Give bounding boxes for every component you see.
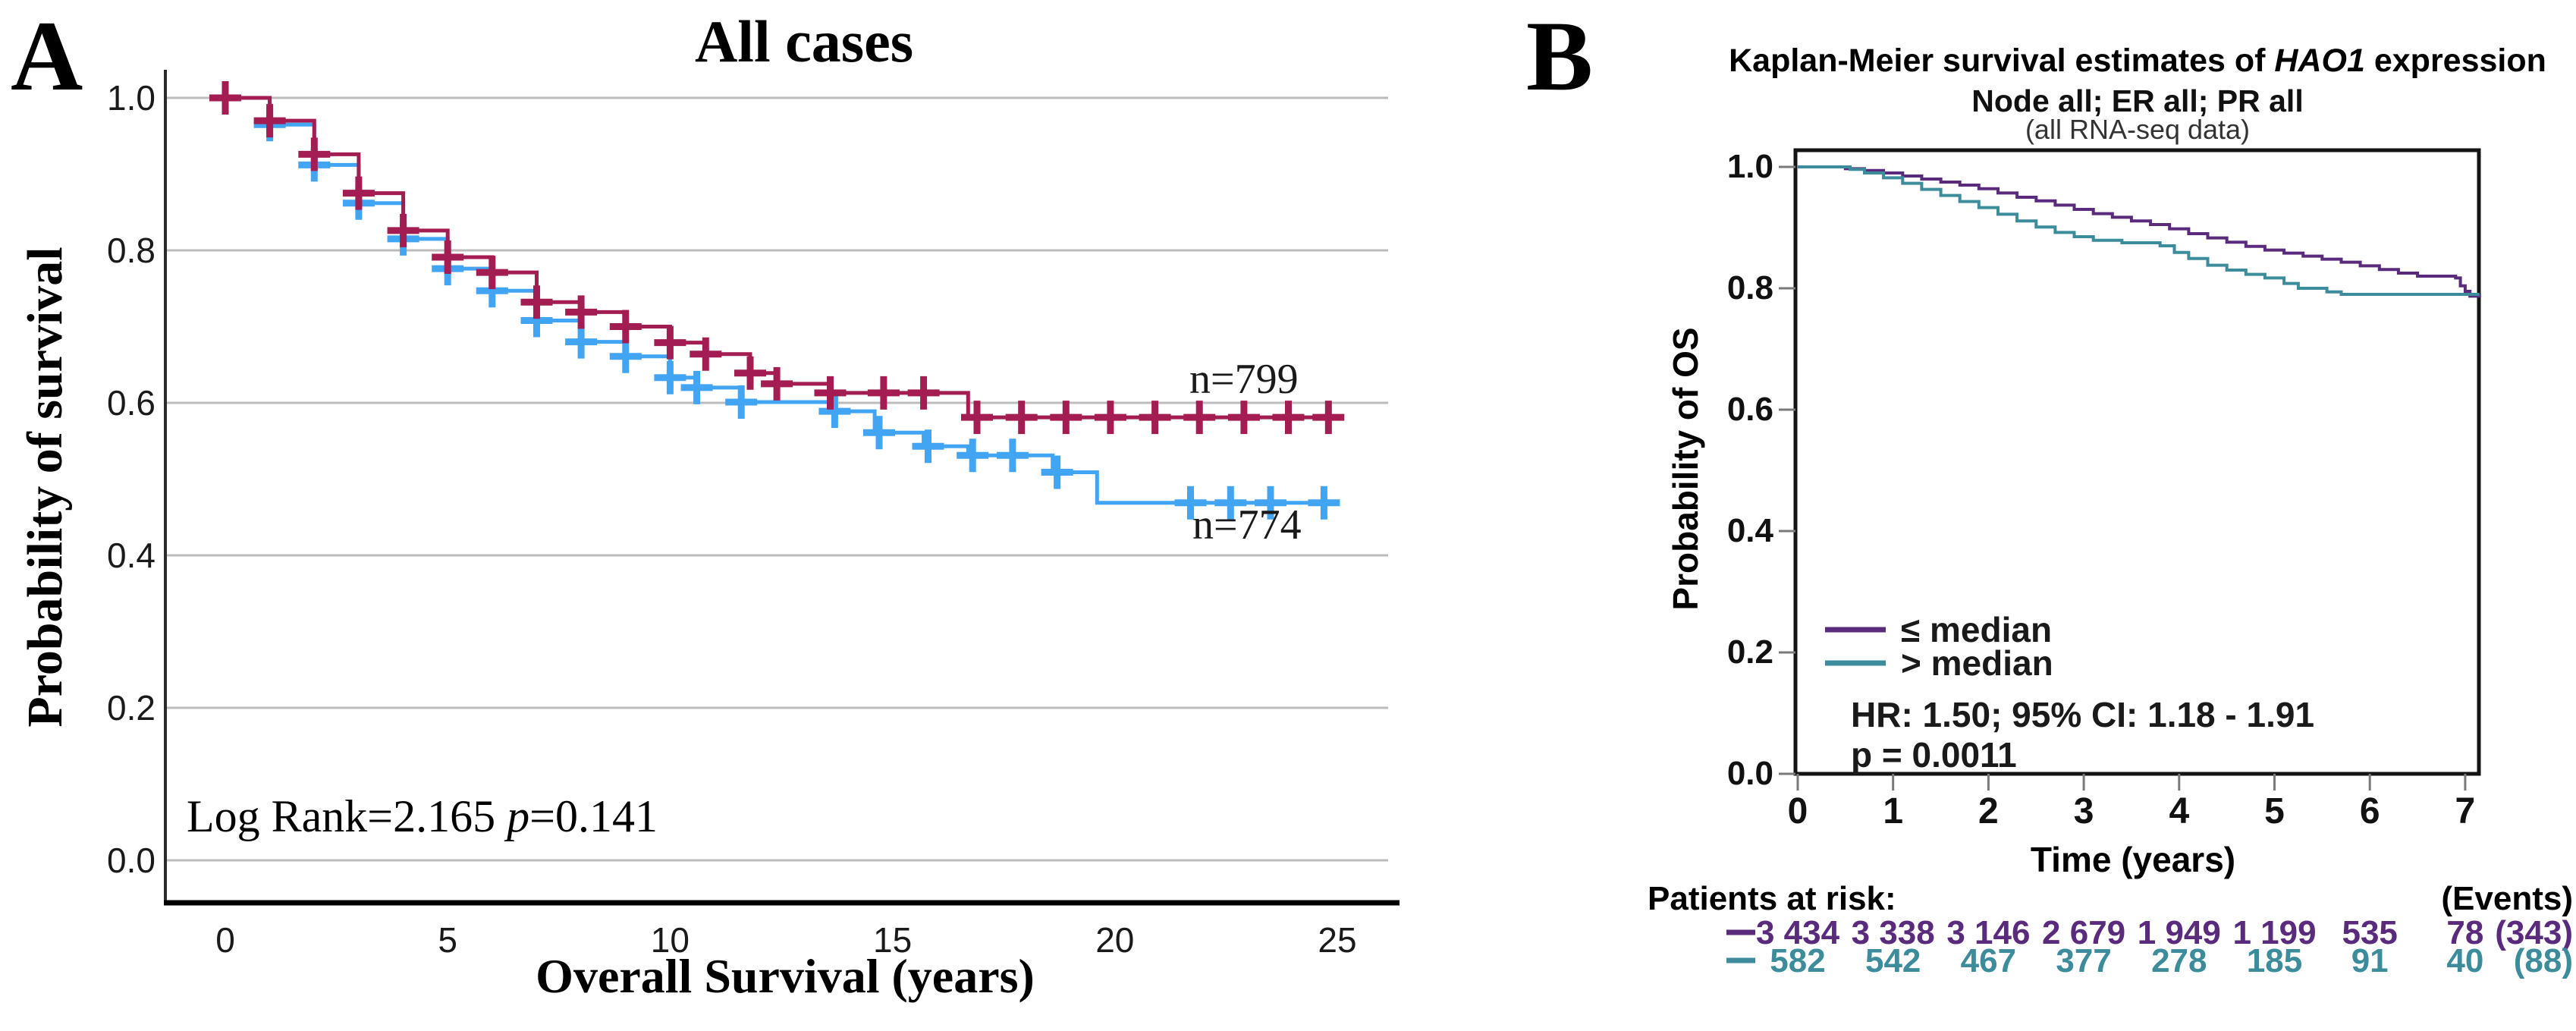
panel-a-x-tick-label: 5 xyxy=(438,920,457,960)
panel-a-y-tick-label: 0.8 xyxy=(107,231,156,270)
panel-b-y-tick-label: 0.8 xyxy=(1726,269,1773,306)
panel-b-x-tick-label: 2 xyxy=(1978,791,1999,831)
logrank-p-value: =0.141 xyxy=(529,791,658,841)
risk-count: 185 xyxy=(2246,942,2303,979)
panel-a-label: A xyxy=(11,0,83,112)
group2-n-label: n=774 xyxy=(1192,501,1302,549)
panel-b-y-tick-label: 0.6 xyxy=(1726,391,1773,428)
group1-n-label: n=799 xyxy=(1189,356,1299,403)
p-value-annotation: p = 0.0011 xyxy=(1851,735,2017,775)
panel-b-title-gene: HAO1 xyxy=(2274,42,2365,79)
logrank-p-symbol: p xyxy=(507,791,530,841)
panel-b-x-axis-title: Time (years) xyxy=(2030,840,2236,879)
risk-count: 582 xyxy=(1770,942,1826,979)
risk-count: 535 xyxy=(2342,914,2398,951)
panel-b-title: Kaplan-Meier survival estimates of HAO1 … xyxy=(1729,42,2546,80)
panel-b-title-pre: Kaplan-Meier survival estimates of xyxy=(1729,42,2275,79)
panel-b-subtitle: Node all; ER all; PR all xyxy=(1971,83,2304,118)
risk-count: 542 xyxy=(1864,942,1921,979)
panel-a-title: All cases xyxy=(694,8,914,74)
risk-count: 278 xyxy=(2151,942,2207,979)
censor-marks-n799 xyxy=(209,81,1345,435)
panel-b-note: (all RNA-seq data) xyxy=(2025,114,2251,145)
panel-a-x-tick-label: 10 xyxy=(650,920,690,960)
risk-events-count: (343) xyxy=(2495,914,2573,951)
panel-a-y-tick-label: 1.0 xyxy=(107,78,156,118)
panel-b-y-tick-label: 0.4 xyxy=(1726,512,1773,549)
panel-a-y-tick-label: 0.0 xyxy=(107,841,156,880)
panel-b-x-tick-label: 4 xyxy=(2169,791,2190,831)
panel-b-y-tick-label: 1.0 xyxy=(1726,148,1773,185)
risk-count: 1 949 xyxy=(2137,914,2221,951)
risk-count: 40 xyxy=(2446,942,2484,979)
risk-count: 3 338 xyxy=(1851,914,1935,951)
panel-b-x-tick-label: 6 xyxy=(2359,791,2380,831)
patients-at-risk-header: Patients at risk: xyxy=(1648,880,1896,917)
risk-count: 1 199 xyxy=(2232,914,2317,951)
panel-a-x-tick-label: 25 xyxy=(1318,920,1357,960)
panel-a-y-axis-title: Probability of survival xyxy=(17,247,73,728)
risk-count: 78 xyxy=(2446,914,2484,951)
panel-a-y-tick-label: 0.6 xyxy=(107,383,156,423)
panel-a-x-tick-label: 0 xyxy=(215,920,235,960)
panel-a-x-axis-title: Overall Survival (years) xyxy=(536,949,1035,1003)
panel-a-x-tick-label: 15 xyxy=(873,920,913,960)
hazard-ratio-annotation: HR: 1.50; 95% CI: 1.18 - 1.91 xyxy=(1851,695,2315,734)
survival-curve-n799 xyxy=(225,96,1337,420)
panel-a-x-tick-label: 20 xyxy=(1095,920,1135,960)
panel-b-frame xyxy=(1793,148,2481,776)
panel-b-label: B xyxy=(1526,0,1594,112)
panel-a-logrank-annotation: Log Rank=2.165 p=0.141 xyxy=(187,791,658,843)
panel-b-y-tick-label: 0.2 xyxy=(1726,633,1773,671)
risk-count: 377 xyxy=(2056,942,2112,979)
panel-b-title-post: expression xyxy=(2364,42,2546,79)
events-header: (Events) xyxy=(2441,880,2573,917)
panel-b-x-tick-label: 3 xyxy=(2073,791,2094,831)
risk-count: 2 679 xyxy=(2042,914,2126,951)
panel-b-x-tick-label: 0 xyxy=(1787,791,1808,831)
legend-label-gt-median: > median xyxy=(1901,643,2053,683)
panel-b-x-tick-label: 5 xyxy=(2264,791,2285,831)
risk-count: 3 146 xyxy=(1946,914,2031,951)
risk-count: 91 xyxy=(2351,942,2389,979)
risk-count: 467 xyxy=(1960,942,2017,979)
panel-a-y-tick-label: 0.2 xyxy=(107,688,156,728)
os-curve-gt-median xyxy=(1798,165,2480,296)
risk-count: 3 434 xyxy=(1755,914,1840,951)
panel-b-x-tick-label: 1 xyxy=(1883,791,1904,831)
panel-a-y-tick-label: 0.4 xyxy=(107,536,156,575)
logrank-text: Log Rank=2.165 xyxy=(187,791,507,841)
censor-marks-n774 xyxy=(253,108,1340,520)
panel-b-y-axis-title: Probability of OS xyxy=(1666,327,1705,611)
panel-b-x-tick-label: 7 xyxy=(2455,791,2476,831)
legend-label-le-median: ≤ median xyxy=(1901,610,2053,649)
os-curve-le-median xyxy=(1798,165,2481,298)
survival-curve-n774 xyxy=(225,96,1337,505)
panel-b-y-tick-label: 0.0 xyxy=(1726,755,1773,792)
risk-events-count: (88) xyxy=(2513,942,2573,979)
